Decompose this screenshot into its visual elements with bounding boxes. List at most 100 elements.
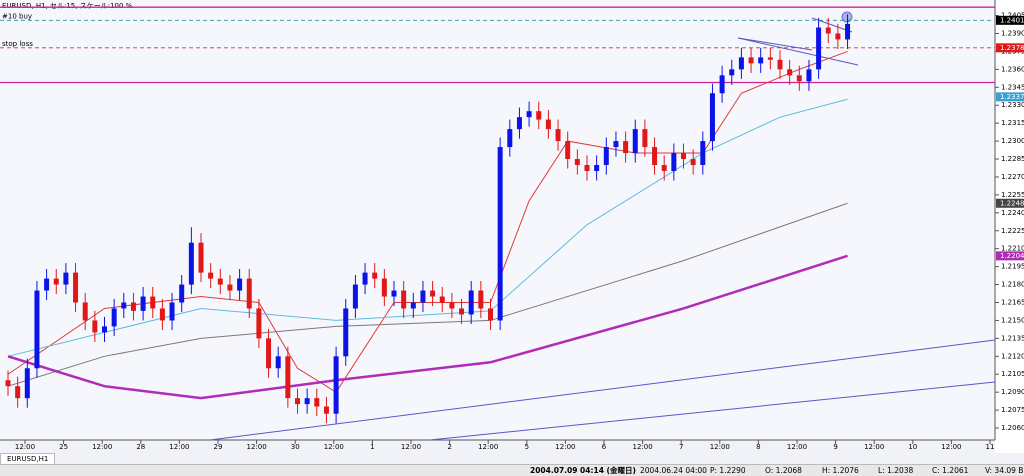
status-field: V: 34.09 B (985, 466, 1024, 475)
candle-body (478, 290, 484, 309)
y-tick-label: 1.2075 (1001, 406, 1024, 414)
y-tick-label: 1.2105 (1001, 370, 1024, 378)
candle-body (15, 386, 21, 399)
x-tick-label: 12:00 (247, 443, 267, 451)
candle-body (729, 69, 735, 76)
y-tick-label: 1.2240 (1001, 209, 1024, 217)
moving-average (7, 202, 848, 387)
candle-body (381, 278, 387, 297)
candle-body (111, 308, 117, 327)
y-tick-label: 1.2150 (1001, 316, 1024, 324)
candle-body (439, 296, 445, 303)
candle-body (266, 338, 272, 369)
y-tick-label: 1.2165 (1001, 299, 1024, 307)
x-tick-label: 1 (370, 443, 374, 451)
candle-body (188, 242, 194, 285)
candle-body (92, 320, 98, 333)
price-marker (996, 92, 1024, 102)
x-tick-label: 12:00 (710, 443, 730, 451)
candle-body (497, 147, 503, 321)
chart-tab[interactable]: EURUSD,H1 (0, 453, 56, 465)
candle-body (246, 278, 252, 309)
price-marker (996, 15, 1024, 25)
candle-body (333, 356, 339, 414)
order-marker (841, 11, 853, 23)
status-field: P: 1.2290 (710, 466, 746, 475)
candle-body (343, 308, 349, 357)
candle-body (787, 69, 793, 76)
candle-body (285, 356, 291, 399)
x-tick-label: 7 (679, 443, 683, 451)
x-tick-label: 10 (908, 443, 917, 451)
candle-body (816, 27, 822, 70)
x-tick-label: 12:00 (92, 443, 112, 451)
candle-body (709, 93, 715, 142)
y-tick-label: 1.2270 (1001, 173, 1024, 181)
candle-body (44, 278, 50, 291)
candle-body (565, 141, 571, 160)
y-tick-label: 1.2120 (1001, 352, 1024, 360)
candle-body (555, 129, 561, 142)
candle-body (700, 141, 706, 165)
y-tick-label: 1.2360 (1001, 65, 1024, 73)
candle-body (825, 27, 831, 34)
candle-body (372, 272, 378, 279)
x-tick-label: 12:00 (864, 443, 884, 451)
y-tick-label: 1.2390 (1001, 29, 1024, 37)
candle-body (198, 242, 204, 273)
y-tick-label: 1.2090 (1001, 388, 1024, 396)
status-field: H: 1.2076 (822, 466, 859, 475)
candle-body (352, 284, 358, 309)
candle-body (323, 406, 329, 414)
status-field: C: 1.2061 (932, 466, 969, 475)
status-field: 2004.06.24 04:00 (640, 466, 707, 475)
price-axis-bg (995, 0, 1024, 453)
x-tick-label: 12:00 (941, 443, 961, 451)
level-label: #10 buy (2, 12, 32, 20)
candle-body (459, 308, 465, 315)
y-tick-label: 1.2345 (1001, 83, 1024, 91)
candle-body (24, 368, 30, 399)
y-tick-label: 1.2195 (1001, 263, 1024, 271)
candle-body (777, 59, 783, 70)
candle-body (391, 290, 397, 297)
y-tick-label: 1.2135 (1001, 334, 1024, 342)
candle-body (73, 272, 79, 303)
x-tick-label: 8 (756, 443, 760, 451)
candle-body (738, 57, 744, 70)
candle-body (661, 165, 667, 171)
candle-body (681, 153, 686, 160)
candle-body (130, 302, 136, 311)
level-label: stop loss (2, 40, 33, 48)
y-tick-label: 1.2210 (1001, 245, 1024, 253)
candle-body (314, 398, 320, 407)
candle-body (652, 147, 658, 165)
candle-body (545, 119, 551, 130)
price-marker (996, 251, 1024, 261)
y-tick-label: 1.2330 (1001, 101, 1024, 109)
candle-body (63, 272, 69, 285)
x-tick-label: 12:00 (401, 443, 421, 451)
candle-body (806, 69, 812, 82)
candle-body (295, 398, 300, 405)
x-tick-label: 29 (214, 443, 223, 451)
y-tick-label: 1.2405 (1001, 12, 1024, 20)
candle-body (430, 290, 436, 297)
x-tick-label: 28 (136, 443, 145, 451)
status-field: L: 1.2038 (878, 466, 914, 475)
candle-body (102, 326, 107, 333)
candle-body (488, 308, 493, 321)
candle-body (632, 129, 638, 154)
candle-body (304, 398, 310, 405)
y-tick-label: 1.2315 (1001, 119, 1024, 127)
candle-body (140, 296, 146, 311)
y-tick-label: 1.2180 (1001, 281, 1024, 289)
candle-body (150, 296, 156, 309)
candle-body (516, 117, 522, 130)
candle-body (227, 284, 233, 291)
candle-body (594, 165, 600, 171)
candle-body (603, 147, 609, 165)
candle-body (169, 302, 175, 321)
candle-body (121, 302, 127, 309)
